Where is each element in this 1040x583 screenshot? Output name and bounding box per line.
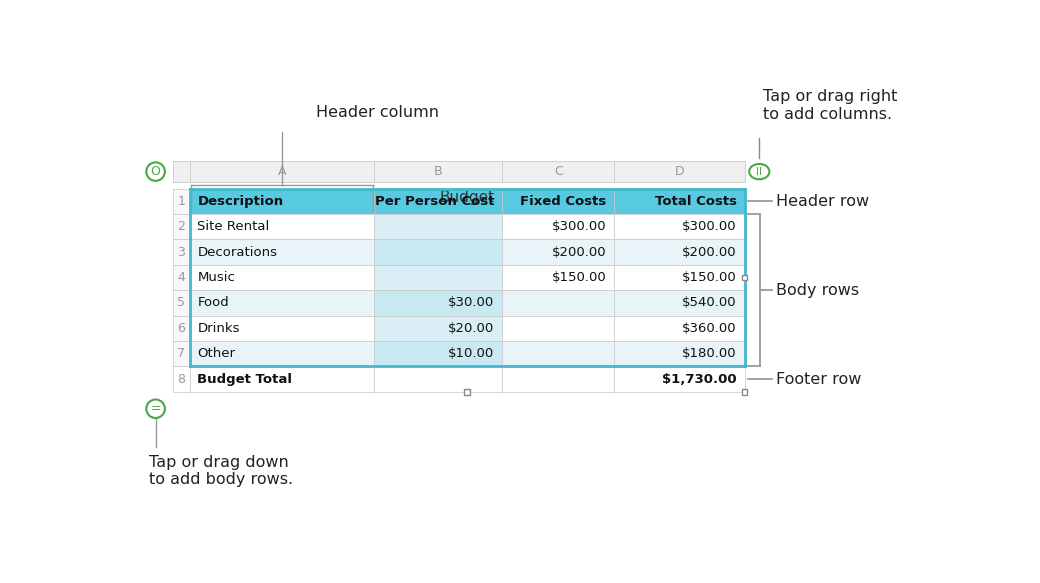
Bar <box>173 366 189 392</box>
Bar <box>615 188 745 214</box>
Text: $1,730.00: $1,730.00 <box>662 373 736 385</box>
Bar <box>615 265 745 290</box>
Text: Fixed Costs: Fixed Costs <box>520 195 606 208</box>
Bar <box>502 315 615 341</box>
Ellipse shape <box>749 164 770 180</box>
Text: Footer row: Footer row <box>776 371 861 387</box>
Text: 4: 4 <box>177 271 185 284</box>
Text: $200.00: $200.00 <box>552 245 606 259</box>
Bar <box>502 188 615 214</box>
Bar <box>173 341 189 366</box>
Bar <box>173 214 189 240</box>
Text: Header column: Header column <box>316 105 439 120</box>
Bar <box>189 315 374 341</box>
Text: Tap or drag right
to add columns.: Tap or drag right to add columns. <box>763 89 898 122</box>
Bar <box>374 240 502 265</box>
Bar <box>173 188 189 214</box>
Bar <box>374 315 502 341</box>
Text: 8: 8 <box>177 373 185 385</box>
Text: $20.00: $20.00 <box>448 322 494 335</box>
Text: Budget Total: Budget Total <box>198 373 292 385</box>
Text: Tap or drag down
to add body rows.: Tap or drag down to add body rows. <box>150 455 293 487</box>
Text: $10.00: $10.00 <box>448 347 494 360</box>
Text: $200.00: $200.00 <box>682 245 736 259</box>
Text: $300.00: $300.00 <box>682 220 736 233</box>
Bar <box>615 315 745 341</box>
Text: 6: 6 <box>177 322 185 335</box>
Text: 1: 1 <box>177 195 185 208</box>
Text: $540.00: $540.00 <box>682 296 736 310</box>
Bar <box>173 161 189 182</box>
Bar <box>742 389 748 395</box>
Text: O: O <box>151 165 160 178</box>
Text: Description: Description <box>198 195 284 208</box>
Bar <box>615 341 745 366</box>
Text: 7: 7 <box>177 347 185 360</box>
Bar <box>615 290 745 315</box>
Bar <box>374 341 502 366</box>
Text: $150.00: $150.00 <box>552 271 606 284</box>
Bar <box>189 265 374 290</box>
Text: B: B <box>434 165 442 178</box>
Bar <box>189 290 374 315</box>
Text: Drinks: Drinks <box>198 322 240 335</box>
Text: Site Rental: Site Rental <box>198 220 269 233</box>
Bar <box>615 366 745 392</box>
Text: Header row: Header row <box>776 194 868 209</box>
Text: II: II <box>756 167 762 177</box>
Text: =: = <box>150 402 161 415</box>
Bar <box>502 290 615 315</box>
Text: 5: 5 <box>177 296 185 310</box>
Text: Other: Other <box>198 347 235 360</box>
Text: $30.00: $30.00 <box>448 296 494 310</box>
Bar <box>173 290 189 315</box>
Bar <box>189 240 374 265</box>
Bar <box>502 265 615 290</box>
Bar <box>374 290 502 315</box>
Bar <box>742 275 748 280</box>
Bar <box>502 240 615 265</box>
Bar <box>173 315 189 341</box>
Text: Decorations: Decorations <box>198 245 278 259</box>
Bar <box>615 161 745 182</box>
Bar <box>374 161 502 182</box>
Bar <box>173 240 189 265</box>
Bar <box>615 214 745 240</box>
Circle shape <box>147 162 165 181</box>
Bar <box>502 214 615 240</box>
Text: Total Costs: Total Costs <box>655 195 736 208</box>
Text: $150.00: $150.00 <box>682 271 736 284</box>
Bar <box>374 214 502 240</box>
Text: A: A <box>278 165 286 178</box>
Text: Budget: Budget <box>440 190 495 205</box>
Bar <box>374 366 502 392</box>
Bar <box>189 214 374 240</box>
Text: Body rows: Body rows <box>776 283 859 298</box>
Bar <box>189 366 374 392</box>
Bar <box>173 161 745 182</box>
Text: D: D <box>675 165 684 178</box>
Bar <box>374 188 502 214</box>
Bar <box>502 161 615 182</box>
Circle shape <box>147 399 165 418</box>
Text: Music: Music <box>198 271 235 284</box>
Text: 2: 2 <box>177 220 185 233</box>
Bar <box>502 366 615 392</box>
Bar <box>189 188 374 214</box>
Text: 3: 3 <box>177 245 185 259</box>
Text: C: C <box>554 165 563 178</box>
Text: $180.00: $180.00 <box>682 347 736 360</box>
Text: Per Person Cost: Per Person Cost <box>374 195 494 208</box>
Bar <box>615 240 745 265</box>
Bar <box>465 389 470 395</box>
Bar <box>189 341 374 366</box>
Bar <box>189 161 374 182</box>
Bar <box>502 341 615 366</box>
Text: $300.00: $300.00 <box>552 220 606 233</box>
Bar <box>374 265 502 290</box>
Bar <box>173 265 189 290</box>
Text: $360.00: $360.00 <box>682 322 736 335</box>
Text: Food: Food <box>198 296 229 310</box>
